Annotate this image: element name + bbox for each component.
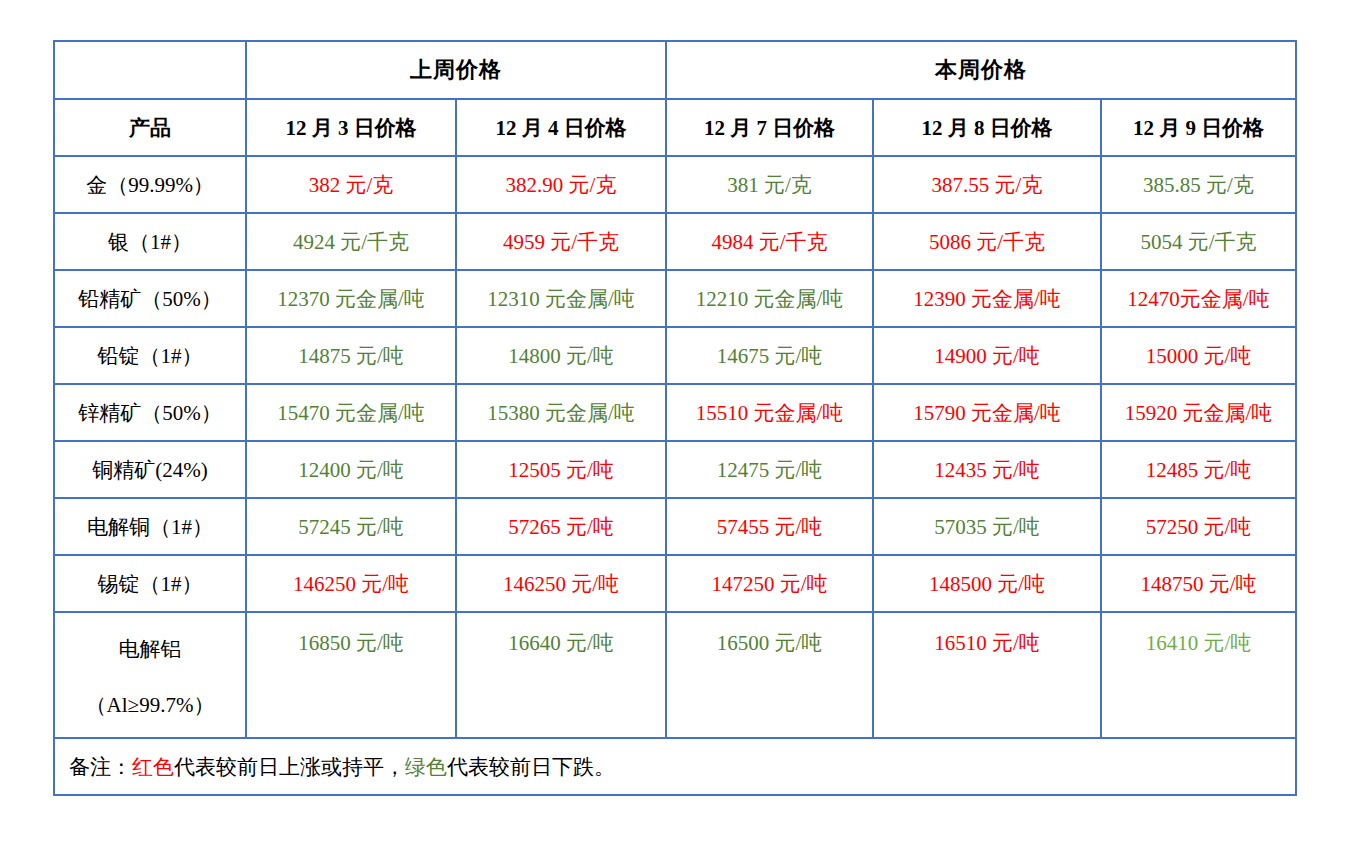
price-cell: 16410 元/吨 xyxy=(1101,612,1296,738)
price-cell: 14800 元/吨 xyxy=(456,327,666,384)
price-cell: 16850 元/吨 xyxy=(246,612,456,738)
product-name: 银（1#） xyxy=(54,213,246,270)
column-header-row: 产品 12 月 3 日价格 12 月 4 日价格 12 月 7 日价格 12 月… xyxy=(54,99,1296,156)
table-row: 锡锭（1#）146250 元/吨146250 元/吨147250 元/吨1485… xyxy=(54,555,1296,612)
price-cell: 15000 元/吨 xyxy=(1101,327,1296,384)
price-cell: 382.90 元/克 xyxy=(456,156,666,213)
product-name: 铅精矿（50%） xyxy=(54,270,246,327)
table-row: 电解铝（Al≥99.7%）16850 元/吨16640 元/吨16500 元/吨… xyxy=(54,612,1296,738)
price-cell: 381 元/克 xyxy=(666,156,873,213)
column-header-dec4: 12 月 4 日价格 xyxy=(456,99,666,156)
table-row: 金（99.99%）382 元/克382.90 元/克381 元/克387.55 … xyxy=(54,156,1296,213)
price-cell: 12400 元/吨 xyxy=(246,441,456,498)
price-table-body: 金（99.99%）382 元/克382.90 元/克381 元/克387.55 … xyxy=(54,156,1296,738)
column-header-dec8: 12 月 8 日价格 xyxy=(873,99,1101,156)
last-week-group-header: 上周价格 xyxy=(246,41,666,99)
column-header-product: 产品 xyxy=(54,99,246,156)
price-cell: 148500 元/吨 xyxy=(873,555,1101,612)
price-cell: 4959 元/千克 xyxy=(456,213,666,270)
price-cell: 15380 元金属/吨 xyxy=(456,384,666,441)
table-row: 电解铜（1#）57245 元/吨57265 元/吨57455 元/吨57035 … xyxy=(54,498,1296,555)
note-prefix: 备注： xyxy=(69,755,132,779)
product-name: 电解铜（1#） xyxy=(54,498,246,555)
note-cell: 备注：红色代表较前日上涨或持平，绿色代表较前日下跌。 xyxy=(54,738,1296,795)
price-cell: 15920 元金属/吨 xyxy=(1101,384,1296,441)
price-cell: 15790 元金属/吨 xyxy=(873,384,1101,441)
price-cell: 12310 元金属/吨 xyxy=(456,270,666,327)
price-cell: 12435 元/吨 xyxy=(873,441,1101,498)
price-cell: 16500 元/吨 xyxy=(666,612,873,738)
price-cell: 4984 元/千克 xyxy=(666,213,873,270)
table-row: 铅精矿（50%）12370 元金属/吨12310 元金属/吨12210 元金属/… xyxy=(54,270,1296,327)
table-row: 铜精矿(24%)12400 元/吨12505 元/吨12475 元/吨12435… xyxy=(54,441,1296,498)
price-cell: 12390 元金属/吨 xyxy=(873,270,1101,327)
price-cell: 146250 元/吨 xyxy=(246,555,456,612)
price-cell: 5086 元/千克 xyxy=(873,213,1101,270)
product-name: 锡锭（1#） xyxy=(54,555,246,612)
price-cell: 14900 元/吨 xyxy=(873,327,1101,384)
price-cell: 387.55 元/克 xyxy=(873,156,1101,213)
blank-corner-cell xyxy=(54,41,246,99)
price-cell: 15470 元金属/吨 xyxy=(246,384,456,441)
this-week-group-header: 本周价格 xyxy=(666,41,1296,99)
price-cell: 12470元金属/吨 xyxy=(1101,270,1296,327)
column-header-dec7: 12 月 7 日价格 xyxy=(666,99,873,156)
product-name: 铜精矿(24%) xyxy=(54,441,246,498)
price-cell: 5054 元/千克 xyxy=(1101,213,1296,270)
price-cell: 14875 元/吨 xyxy=(246,327,456,384)
price-cell: 57035 元/吨 xyxy=(873,498,1101,555)
note-red-desc: 代表较前日上涨或持平， xyxy=(174,755,405,779)
price-cell: 14675 元/吨 xyxy=(666,327,873,384)
table-row: 锌精矿（50%）15470 元金属/吨15380 元金属/吨15510 元金属/… xyxy=(54,384,1296,441)
product-name: 金（99.99%） xyxy=(54,156,246,213)
price-cell: 16640 元/吨 xyxy=(456,612,666,738)
price-cell: 57250 元/吨 xyxy=(1101,498,1296,555)
price-cell: 382 元/克 xyxy=(246,156,456,213)
price-cell: 12475 元/吨 xyxy=(666,441,873,498)
price-cell: 12505 元/吨 xyxy=(456,441,666,498)
price-cell: 4924 元/千克 xyxy=(246,213,456,270)
table-row: 铅锭（1#）14875 元/吨14800 元/吨14675 元/吨14900 元… xyxy=(54,327,1296,384)
price-cell: 16510 元/吨 xyxy=(873,612,1101,738)
product-name: 铅锭（1#） xyxy=(54,327,246,384)
table-row: 银（1#）4924 元/千克4959 元/千克4984 元/千克5086 元/千… xyxy=(54,213,1296,270)
price-cell: 15510 元金属/吨 xyxy=(666,384,873,441)
price-table: 上周价格 本周价格 产品 12 月 3 日价格 12 月 4 日价格 12 月 … xyxy=(53,40,1297,796)
note-green-label: 绿色 xyxy=(405,755,447,779)
price-cell: 12370 元金属/吨 xyxy=(246,270,456,327)
column-header-dec9: 12 月 9 日价格 xyxy=(1101,99,1296,156)
note-red-label: 红色 xyxy=(132,755,174,779)
product-name: 锌精矿（50%） xyxy=(54,384,246,441)
price-cell: 12210 元金属/吨 xyxy=(666,270,873,327)
price-cell: 57265 元/吨 xyxy=(456,498,666,555)
price-cell: 57455 元/吨 xyxy=(666,498,873,555)
price-cell: 148750 元/吨 xyxy=(1101,555,1296,612)
price-cell: 385.85 元/克 xyxy=(1101,156,1296,213)
price-cell: 12485 元/吨 xyxy=(1101,441,1296,498)
price-cell: 146250 元/吨 xyxy=(456,555,666,612)
note-green-desc: 代表较前日下跌。 xyxy=(447,755,615,779)
price-cell: 147250 元/吨 xyxy=(666,555,873,612)
group-header-row: 上周价格 本周价格 xyxy=(54,41,1296,99)
note-row: 备注：红色代表较前日上涨或持平，绿色代表较前日下跌。 xyxy=(54,738,1296,795)
product-name: 电解铝（Al≥99.7%） xyxy=(54,612,246,738)
column-header-dec3: 12 月 3 日价格 xyxy=(246,99,456,156)
price-cell: 57245 元/吨 xyxy=(246,498,456,555)
